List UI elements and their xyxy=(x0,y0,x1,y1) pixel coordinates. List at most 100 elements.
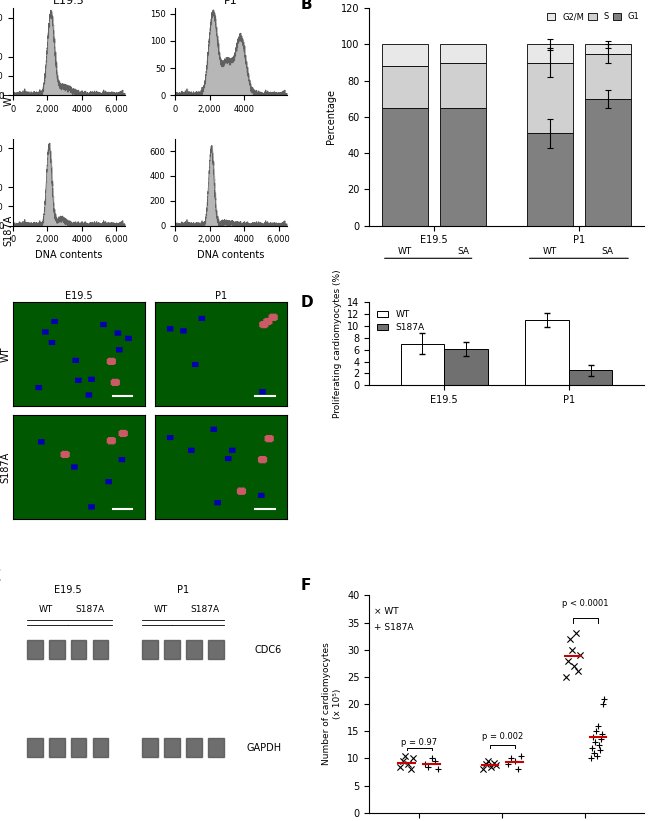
Point xyxy=(590,736,601,749)
Point xyxy=(491,759,502,772)
Y-axis label: Number of cardiomyocytes
(x 10⁵): Number of cardiomyocytes (x 10⁵) xyxy=(322,643,342,765)
Bar xyxy=(525,319,569,385)
Title: E19.5: E19.5 xyxy=(53,0,84,6)
Title: P1: P1 xyxy=(215,291,227,301)
Point xyxy=(484,754,494,768)
Point xyxy=(480,757,491,770)
Bar xyxy=(382,44,428,67)
Bar xyxy=(584,53,631,99)
Text: p = 0.002: p = 0.002 xyxy=(482,732,523,741)
Point xyxy=(420,757,430,770)
Bar xyxy=(382,108,428,226)
Point xyxy=(573,665,583,678)
Bar xyxy=(93,640,109,659)
Title: P1: P1 xyxy=(224,0,238,6)
Bar xyxy=(49,640,64,659)
Bar xyxy=(569,370,612,385)
Bar xyxy=(71,640,86,659)
Point xyxy=(586,752,596,765)
Point xyxy=(408,752,419,765)
Bar xyxy=(440,44,486,62)
Bar xyxy=(440,108,486,226)
Point xyxy=(403,757,413,770)
Point xyxy=(575,649,585,662)
Point xyxy=(588,730,599,743)
Text: E19.5: E19.5 xyxy=(54,585,82,595)
Bar xyxy=(27,640,43,659)
Point xyxy=(599,692,610,705)
Bar xyxy=(164,738,179,757)
Text: WT: WT xyxy=(398,247,412,256)
Point xyxy=(591,725,601,738)
Point xyxy=(433,763,443,776)
Bar xyxy=(440,62,486,108)
Point xyxy=(395,760,406,773)
Point xyxy=(426,752,437,765)
Text: × WT: × WT xyxy=(374,608,398,616)
Bar xyxy=(584,44,631,53)
Point xyxy=(589,746,599,759)
Point xyxy=(567,643,577,656)
Bar xyxy=(187,738,202,757)
Text: SA: SA xyxy=(602,247,614,256)
Text: P1: P1 xyxy=(177,585,189,595)
Bar xyxy=(208,738,224,757)
Point xyxy=(563,654,573,667)
Point xyxy=(486,760,497,773)
Title: E19.5: E19.5 xyxy=(65,291,93,301)
Point xyxy=(400,749,411,762)
Y-axis label: S187A: S187A xyxy=(0,452,10,483)
Bar xyxy=(164,640,179,659)
Bar xyxy=(526,44,573,62)
Text: S187A: S187A xyxy=(190,604,220,613)
Bar xyxy=(49,738,64,757)
Bar xyxy=(400,344,444,385)
Text: WT: WT xyxy=(154,604,168,613)
Point xyxy=(593,719,603,732)
Point xyxy=(565,632,575,645)
Y-axis label: Percentage: Percentage xyxy=(326,89,335,144)
Point xyxy=(595,744,606,757)
Bar xyxy=(71,738,86,757)
Point xyxy=(571,626,581,640)
Point xyxy=(592,749,603,762)
Point xyxy=(430,754,440,768)
Point xyxy=(587,741,597,754)
Legend: G2/M, S, G1: G2/M, S, G1 xyxy=(547,12,640,21)
Point xyxy=(598,698,608,711)
Text: D: D xyxy=(301,295,313,310)
Y-axis label: Proliferating cardiomyocytes (%): Proliferating cardiomyocytes (%) xyxy=(333,269,342,418)
Text: B: B xyxy=(301,0,313,12)
Bar xyxy=(142,640,158,659)
Text: S187A: S187A xyxy=(75,604,104,613)
Y-axis label: WT: WT xyxy=(0,346,10,362)
Bar xyxy=(444,349,488,385)
X-axis label: DNA contents: DNA contents xyxy=(198,250,265,260)
Text: + S187A: + S187A xyxy=(374,623,413,632)
Bar xyxy=(208,640,224,659)
Bar xyxy=(142,738,158,757)
Point xyxy=(489,756,499,769)
Bar xyxy=(584,99,631,226)
Point xyxy=(406,763,416,776)
Text: p = 0.97: p = 0.97 xyxy=(401,738,437,747)
Bar xyxy=(27,738,43,757)
Text: S187A: S187A xyxy=(3,214,13,245)
Bar xyxy=(93,738,109,757)
Bar xyxy=(526,133,573,226)
Text: CDC6: CDC6 xyxy=(254,644,281,654)
Text: E: E xyxy=(0,569,1,585)
Text: SA: SA xyxy=(457,247,469,256)
Text: F: F xyxy=(301,578,311,593)
Point xyxy=(506,752,517,765)
Point xyxy=(516,749,526,762)
Point xyxy=(594,738,604,751)
Bar xyxy=(382,67,428,108)
Text: p < 0.0001: p < 0.0001 xyxy=(562,599,608,608)
Bar xyxy=(526,62,573,133)
Text: WT: WT xyxy=(3,91,13,106)
Point xyxy=(510,754,520,768)
Text: GAPDH: GAPDH xyxy=(246,742,281,753)
Point xyxy=(561,670,571,683)
Point xyxy=(597,727,608,741)
